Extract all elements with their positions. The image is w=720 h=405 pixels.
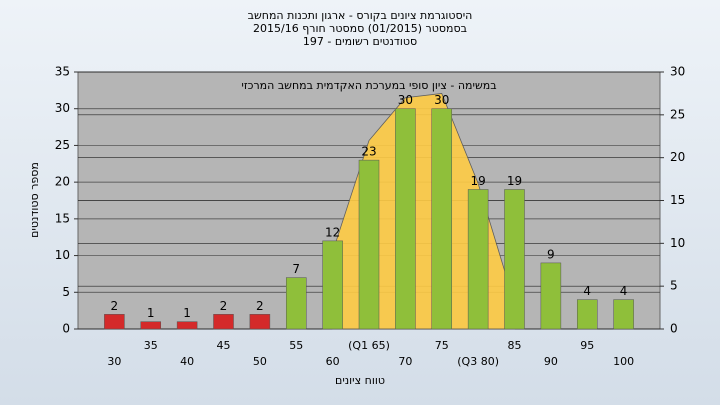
bar xyxy=(322,240,343,330)
y-axis-label: מספר סטודנטים xyxy=(28,162,41,238)
y2-tick-label: 30 xyxy=(670,65,685,79)
x-tick-label: 75 xyxy=(435,339,449,352)
x-tick-label: 70 xyxy=(398,355,412,368)
data-label: 1 xyxy=(147,306,155,320)
y-tick-label: 5 xyxy=(62,285,70,299)
y2-tick-label: 20 xyxy=(670,150,685,164)
data-label: 4 xyxy=(583,284,591,298)
x-tick-label: 30 xyxy=(107,355,121,368)
bar xyxy=(104,314,125,330)
x-tick-label: 45 xyxy=(217,339,231,352)
chart-subtitle: בסמסטר (01/2015) סמסטר חורף 2015/16 xyxy=(253,22,467,35)
bar xyxy=(213,314,234,330)
bar xyxy=(576,299,598,330)
data-label: 30 xyxy=(434,93,449,107)
bar xyxy=(358,159,380,330)
y-tick-label: 35 xyxy=(55,65,70,79)
x-tick-label: 55 xyxy=(289,339,303,352)
bar xyxy=(395,108,416,330)
data-label: 2 xyxy=(111,299,119,313)
y2-tick-label: 15 xyxy=(670,193,685,207)
y2-tick-label: 5 xyxy=(670,279,678,293)
data-label: 23 xyxy=(361,145,376,159)
data-label: 4 xyxy=(620,284,628,298)
y-tick-label: 15 xyxy=(55,211,70,225)
bar xyxy=(613,299,634,330)
x-tick-label: 85 xyxy=(508,339,522,352)
y-tick-label: 30 xyxy=(55,101,70,115)
data-label: 19 xyxy=(470,174,485,188)
data-label: 7 xyxy=(292,262,300,276)
data-label: 9 xyxy=(547,247,555,261)
x-tick-label: 100 xyxy=(613,355,634,368)
chart-subtitle: סטודנטים רשומים - 197 xyxy=(303,35,417,48)
x-tick-label: 95 xyxy=(580,339,594,352)
x-axis-label: טווח ציונים xyxy=(335,374,385,387)
y2-tick-label: 0 xyxy=(670,322,678,336)
bar xyxy=(140,321,162,330)
y-tick-label: 25 xyxy=(55,138,70,152)
y-tick-label: 20 xyxy=(55,175,70,189)
data-label: 12 xyxy=(325,225,340,239)
data-label: 1 xyxy=(183,306,191,320)
x-tick-label: 50 xyxy=(253,355,267,368)
chart-title: היסטוגרמת ציונים בקורס - ארגון ותכנות המ… xyxy=(248,9,473,22)
data-label: 2 xyxy=(220,299,228,313)
data-label: 2 xyxy=(256,299,264,313)
y2-tick-label: 25 xyxy=(670,107,685,121)
bar xyxy=(431,108,453,330)
x-tick-label: 90 xyxy=(544,355,558,368)
annotation: במשימה - ציון סופי במערכת האקדמית במחשב … xyxy=(241,79,496,92)
bar xyxy=(540,262,562,330)
x-tick-label: (Q1 65) xyxy=(348,339,390,352)
bar xyxy=(467,189,489,330)
bar xyxy=(285,277,307,330)
bar xyxy=(504,189,525,330)
y-tick-label: 0 xyxy=(62,322,70,336)
data-label: 30 xyxy=(398,93,413,107)
bar xyxy=(249,314,271,330)
x-tick-label: 35 xyxy=(144,339,158,352)
y-tick-label: 10 xyxy=(55,248,70,262)
bar xyxy=(176,321,198,330)
x-tick-label: 40 xyxy=(180,355,194,368)
data-label: 19 xyxy=(507,174,522,188)
y2-tick-label: 10 xyxy=(670,236,685,250)
x-tick-label: (Q3 80) xyxy=(457,355,499,368)
x-tick-label: 60 xyxy=(326,355,340,368)
